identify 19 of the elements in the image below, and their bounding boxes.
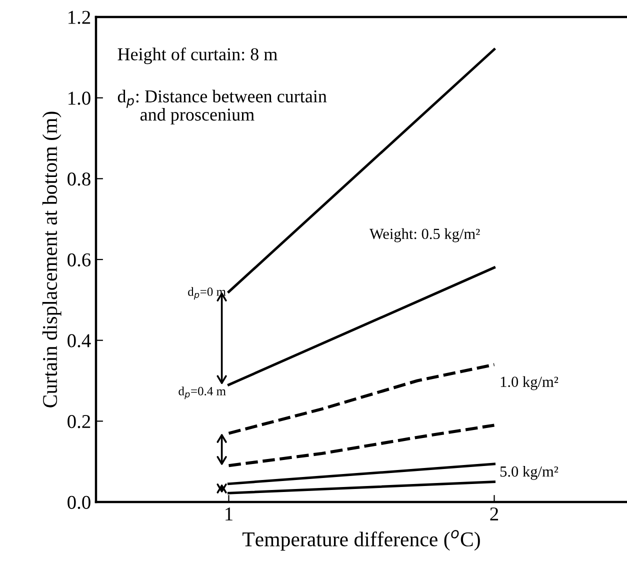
x-tick-label: 1 [226,508,232,520]
annotation: Weight: 0.5 kg/m² [369,228,480,242]
y-tick-label: 0.2 [68,414,90,428]
y-tick-label: 1.2 [68,10,90,24]
x-axis-title: Temperature difference ($^{o}$C) [242,530,480,551]
y-tick-label: 0.0 [68,496,90,510]
y-tick-label: 0.8 [68,172,90,186]
annotation: Height of curtain: 8 m [118,47,278,64]
y-tick-label: 0.6 [68,253,91,267]
annotation: 1.0 kg/m² [500,376,558,390]
y-axis-title: Curtain displacement at bottom (m) [42,112,62,408]
annotation: d$_{p}$=0.4 m [178,386,226,400]
line-series [227,363,496,435]
annotation: d$_{p}$: Distance between curtain and proscenium [118,90,327,124]
x-tick-label: 2 [490,507,498,520]
line-series [227,424,496,468]
y-tick-label: 1.0 [68,92,90,105]
y-tick-label: 0.4 [68,334,91,348]
annotation: 5.0 kg/m² [500,466,558,480]
